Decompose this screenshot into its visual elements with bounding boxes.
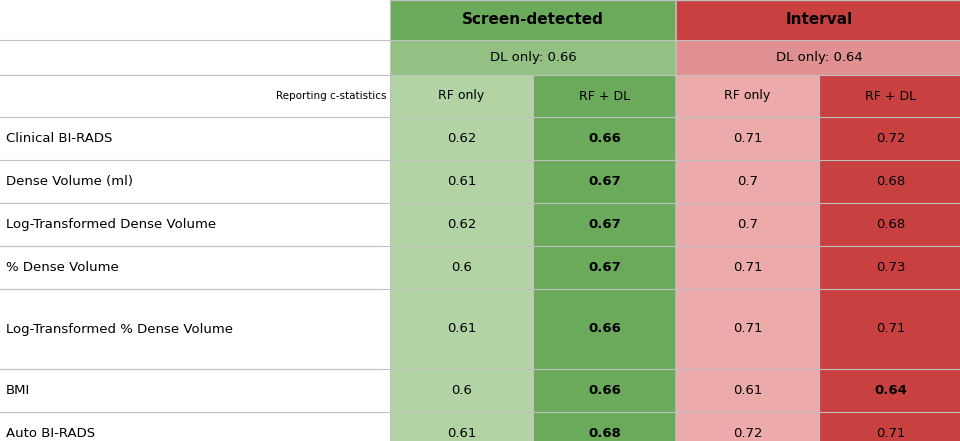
Text: Log-Transformed Dense Volume: Log-Transformed Dense Volume (6, 218, 216, 231)
Bar (0, 0, 390, 40)
Text: 0.64: 0.64 (874, 384, 907, 397)
Text: RF only: RF only (439, 90, 485, 102)
Bar (676, 246, 819, 289)
Text: 0.7: 0.7 (737, 175, 758, 188)
Bar (533, 75, 676, 117)
Bar (819, 117, 960, 160)
Text: Dense Volume (ml): Dense Volume (ml) (6, 175, 133, 188)
Bar (676, 369, 819, 412)
Bar (390, 75, 533, 117)
Bar (676, 412, 819, 441)
Bar (390, 117, 533, 160)
Bar (0, 412, 390, 441)
Text: 0.71: 0.71 (876, 427, 905, 440)
Bar (533, 203, 676, 246)
Text: BMI: BMI (6, 384, 31, 397)
Bar (533, 160, 676, 203)
Bar (390, 160, 533, 203)
Text: 0.71: 0.71 (876, 322, 905, 336)
Text: 0.62: 0.62 (446, 218, 476, 231)
Bar (0, 203, 390, 246)
Text: Reporting c-statistics: Reporting c-statistics (276, 91, 386, 101)
Bar (819, 203, 960, 246)
Bar (676, 40, 960, 75)
Bar (533, 117, 676, 160)
Bar (676, 289, 819, 369)
Text: 0.72: 0.72 (732, 427, 762, 440)
Text: RF + DL: RF + DL (579, 90, 630, 102)
Bar (390, 203, 533, 246)
Bar (533, 369, 676, 412)
Text: DL only: 0.64: DL only: 0.64 (776, 51, 862, 64)
Text: % Dense Volume: % Dense Volume (6, 261, 119, 274)
Bar (390, 0, 676, 40)
Text: 0.67: 0.67 (588, 175, 621, 188)
Text: 0.68: 0.68 (588, 427, 621, 440)
Bar (676, 203, 819, 246)
Text: 0.61: 0.61 (446, 175, 476, 188)
Text: 0.73: 0.73 (876, 261, 905, 274)
Text: 0.66: 0.66 (588, 132, 621, 145)
Text: 0.7: 0.7 (737, 218, 758, 231)
Text: 0.61: 0.61 (446, 322, 476, 336)
Text: 0.71: 0.71 (732, 132, 762, 145)
Bar (0, 75, 390, 117)
Text: Interval: Interval (785, 12, 852, 27)
Bar (676, 117, 819, 160)
Text: 0.71: 0.71 (732, 322, 762, 336)
Bar (390, 40, 676, 75)
Bar (533, 289, 676, 369)
Bar (819, 412, 960, 441)
Text: 0.67: 0.67 (588, 218, 621, 231)
Text: Clinical BI-RADS: Clinical BI-RADS (6, 132, 112, 145)
Bar (0, 40, 390, 75)
Text: 0.6: 0.6 (451, 384, 472, 397)
Bar (819, 289, 960, 369)
Text: 0.61: 0.61 (446, 427, 476, 440)
Bar (533, 412, 676, 441)
Text: 0.62: 0.62 (446, 132, 476, 145)
Text: Auto BI-RADS: Auto BI-RADS (6, 427, 95, 440)
Bar (0, 289, 390, 369)
Bar (390, 369, 533, 412)
Bar (819, 75, 960, 117)
Text: 0.68: 0.68 (876, 218, 905, 231)
Text: 0.67: 0.67 (588, 261, 621, 274)
Text: RF only: RF only (725, 90, 771, 102)
Bar (0, 160, 390, 203)
Text: 0.68: 0.68 (876, 175, 905, 188)
Bar (390, 412, 533, 441)
Text: Screen-detected: Screen-detected (462, 12, 604, 27)
Text: DL only: 0.66: DL only: 0.66 (490, 51, 576, 64)
Bar (819, 246, 960, 289)
Bar (676, 75, 819, 117)
Bar (0, 369, 390, 412)
Bar (0, 246, 390, 289)
Bar (0, 117, 390, 160)
Text: 0.71: 0.71 (732, 261, 762, 274)
Text: 0.6: 0.6 (451, 261, 472, 274)
Bar (533, 246, 676, 289)
Text: 0.61: 0.61 (732, 384, 762, 397)
Bar (390, 246, 533, 289)
Text: Log-Transformed % Dense Volume: Log-Transformed % Dense Volume (6, 322, 233, 336)
Bar (819, 369, 960, 412)
Text: RF + DL: RF + DL (865, 90, 916, 102)
Bar (390, 289, 533, 369)
Text: 0.66: 0.66 (588, 384, 621, 397)
Text: 0.72: 0.72 (876, 132, 905, 145)
Bar (676, 0, 960, 40)
Bar (819, 160, 960, 203)
Text: 0.66: 0.66 (588, 322, 621, 336)
Bar (676, 160, 819, 203)
